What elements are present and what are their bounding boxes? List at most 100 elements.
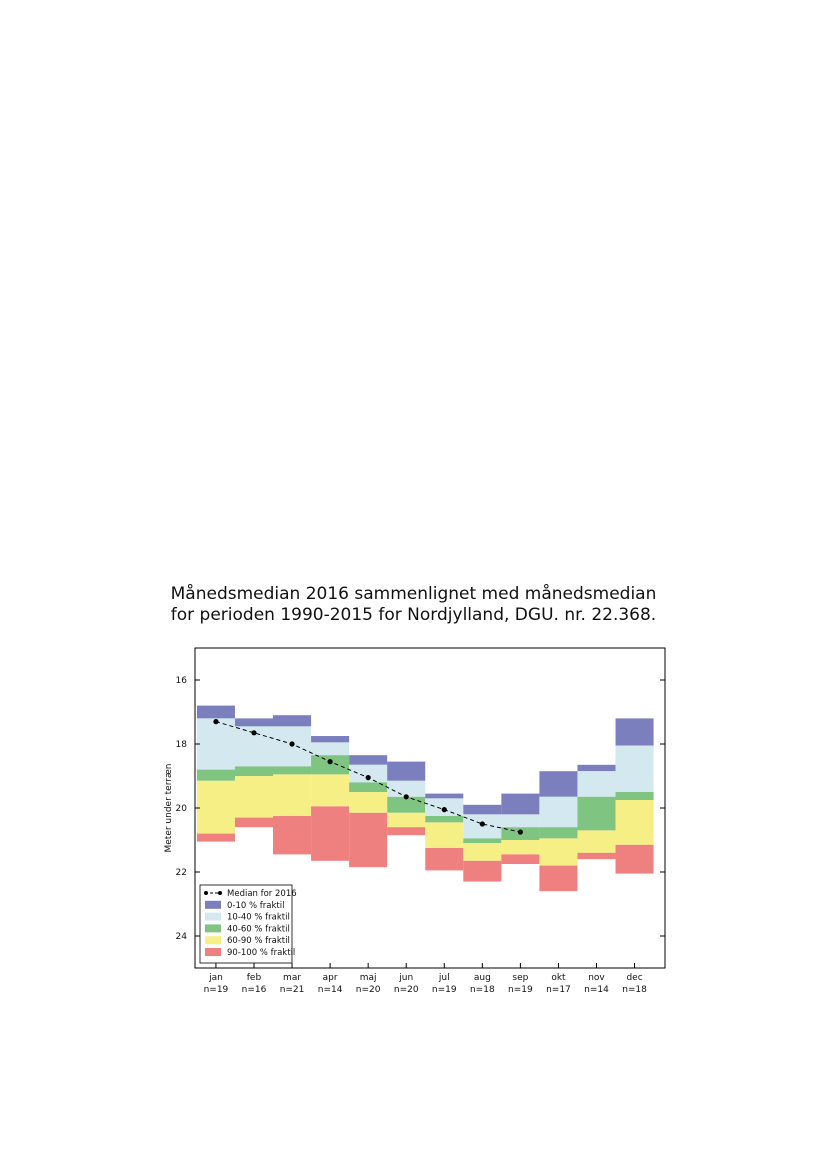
bar-jan-fractile-60-90 — [196, 780, 235, 834]
y-tick-label: 18 — [176, 740, 188, 750]
bar-jan-fractile-40-60 — [196, 769, 235, 781]
bar-maj-fractile-0-10 — [349, 755, 388, 765]
bar-okt-fractile-0-10 — [539, 771, 578, 797]
n-label-jul: n=19 — [432, 985, 457, 995]
median-series — [213, 719, 523, 835]
legend-swatch-fractile-40-60 — [205, 924, 221, 933]
x-tick-label-jun: jun — [398, 973, 413, 983]
bar-feb-fractile-0-10 — [234, 718, 274, 727]
n-label-mar: n=21 — [280, 985, 305, 995]
bar-jun-fractile-0-10 — [387, 761, 426, 781]
bar-jun-fractile-60-90 — [387, 812, 426, 828]
median-point-mar — [289, 741, 295, 747]
bar-okt-fractile-40-60 — [539, 827, 578, 839]
y-tick-label: 24 — [176, 932, 188, 942]
n-label-maj: n=20 — [356, 985, 381, 995]
median-point-maj — [365, 775, 371, 781]
x-tick-label-feb: feb — [247, 973, 262, 983]
legend-label: 0-10 % fraktil — [227, 901, 284, 911]
legend-swatch-fractile-60-90 — [205, 936, 221, 945]
legend-label: 90-100 % fraktil — [227, 948, 295, 958]
median-point-jul — [441, 807, 447, 813]
bar-feb-fractile-60-90 — [234, 776, 274, 818]
n-label-dec: n=18 — [622, 985, 647, 995]
bar-nov-fractile-10-40 — [577, 771, 616, 797]
bar-nov-fractile-40-60 — [577, 796, 616, 831]
median-point-jan — [213, 719, 219, 725]
bar-okt-fractile-10-40 — [539, 796, 578, 828]
bar-jul-fractile-0-10 — [425, 793, 464, 799]
bar-dec-fractile-60-90 — [615, 800, 654, 845]
bar-feb-fractile-90-100 — [234, 817, 274, 828]
bar-mar-fractile-60-90 — [273, 774, 312, 816]
bar-okt-fractile-60-90 — [539, 838, 578, 866]
bar-jul-fractile-40-60 — [425, 816, 464, 823]
bar-jun-fractile-10-40 — [387, 780, 426, 797]
y-tick-label: 20 — [176, 804, 188, 814]
x-tick-label-sep: sep — [512, 973, 528, 983]
bar-nov-fractile-90-100 — [577, 852, 616, 860]
n-label-feb: n=16 — [242, 985, 267, 995]
chart-title-line-2: for perioden 1990-2015 for Nordjylland, … — [170, 605, 657, 625]
bar-mar-fractile-40-60 — [273, 766, 312, 775]
chart-title-line-1: Månedsmedian 2016 sammenlignet med måned… — [170, 584, 657, 604]
bar-sep-fractile-60-90 — [501, 840, 540, 855]
x-tick-label-jul: jul — [438, 973, 450, 983]
x-tick-label-jan: jan — [208, 973, 223, 983]
bar-aug-fractile-40-60 — [463, 838, 502, 844]
bar-apr-fractile-60-90 — [311, 774, 350, 807]
bar-nov-fractile-0-10 — [577, 764, 616, 772]
legend-swatch-fractile-0-10 — [205, 900, 221, 909]
n-label-nov: n=14 — [584, 985, 609, 995]
y-tick-label: 16 — [176, 676, 188, 686]
bar-nov-fractile-60-90 — [577, 830, 616, 853]
bar-sep-fractile-0-10 — [501, 793, 540, 815]
axes: 16 18 20 22 24 jan n=19 feb n=16 mar n=21 apr n=14 ma… — [176, 676, 665, 995]
legend-swatch-fractile-90-100 — [205, 948, 221, 956]
bar-jul-fractile-90-100 — [425, 848, 464, 871]
x-tick-label-nov: nov — [588, 973, 605, 983]
n-label-apr: n=14 — [318, 985, 343, 995]
legend-label: 60-90 % fraktil — [227, 936, 290, 946]
bar-jan-fractile-10-40 — [196, 718, 235, 770]
bar-sep-fractile-90-100 — [501, 854, 540, 864]
median-point-jun — [403, 794, 409, 800]
x-tick-label-aug: aug — [474, 973, 491, 983]
legend-median-marker — [218, 891, 222, 895]
legend-label: 40-60 % fraktil — [227, 924, 290, 934]
legend-label: 10-40 % fraktil — [227, 913, 290, 923]
median-point-aug — [479, 821, 485, 827]
bar-sep-fractile-10-40 — [501, 814, 540, 828]
x-tick-label-okt: okt — [551, 973, 566, 983]
median-point-sep — [517, 829, 523, 835]
n-label-jan: n=19 — [204, 985, 229, 995]
median-point-apr — [327, 759, 333, 765]
bar-aug-fractile-0-10 — [463, 804, 502, 815]
y-axis-label: Meter under terræn — [164, 764, 174, 853]
median-point-feb — [251, 730, 257, 736]
n-label-okt: n=17 — [546, 985, 571, 995]
x-tick-label-apr: apr — [323, 973, 338, 983]
bar-apr-fractile-0-10 — [311, 736, 350, 743]
bar-mar-fractile-0-10 — [273, 715, 312, 727]
legend: Median for 2016 0-10 % fraktil 10-40 % fra… — [199, 884, 297, 964]
bar-aug-fractile-90-100 — [463, 860, 502, 882]
fractile-bars — [196, 705, 654, 892]
bar-dec-fractile-10-40 — [615, 745, 654, 792]
bar-okt-fractile-90-100 — [539, 865, 578, 892]
legend-swatch-fractile-10-40 — [205, 912, 221, 921]
bar-dec-fractile-0-10 — [615, 718, 654, 746]
chart-title: Månedsmedian 2016 sammenlignet med måned… — [0, 584, 827, 626]
bar-maj-fractile-60-90 — [349, 792, 388, 813]
bar-feb-fractile-40-60 — [234, 766, 274, 776]
bar-jun-fractile-90-100 — [387, 827, 426, 836]
legend-label: Median for 2016 — [227, 889, 297, 899]
x-tick-label-dec: dec — [626, 973, 642, 983]
bar-mar-fractile-90-100 — [273, 816, 312, 855]
legend-median-marker — [204, 891, 208, 895]
bar-dec-fractile-90-100 — [615, 844, 654, 874]
bar-jun-fractile-40-60 — [387, 796, 426, 813]
n-label-aug: n=18 — [470, 985, 495, 995]
bar-maj-fractile-90-100 — [349, 812, 388, 868]
